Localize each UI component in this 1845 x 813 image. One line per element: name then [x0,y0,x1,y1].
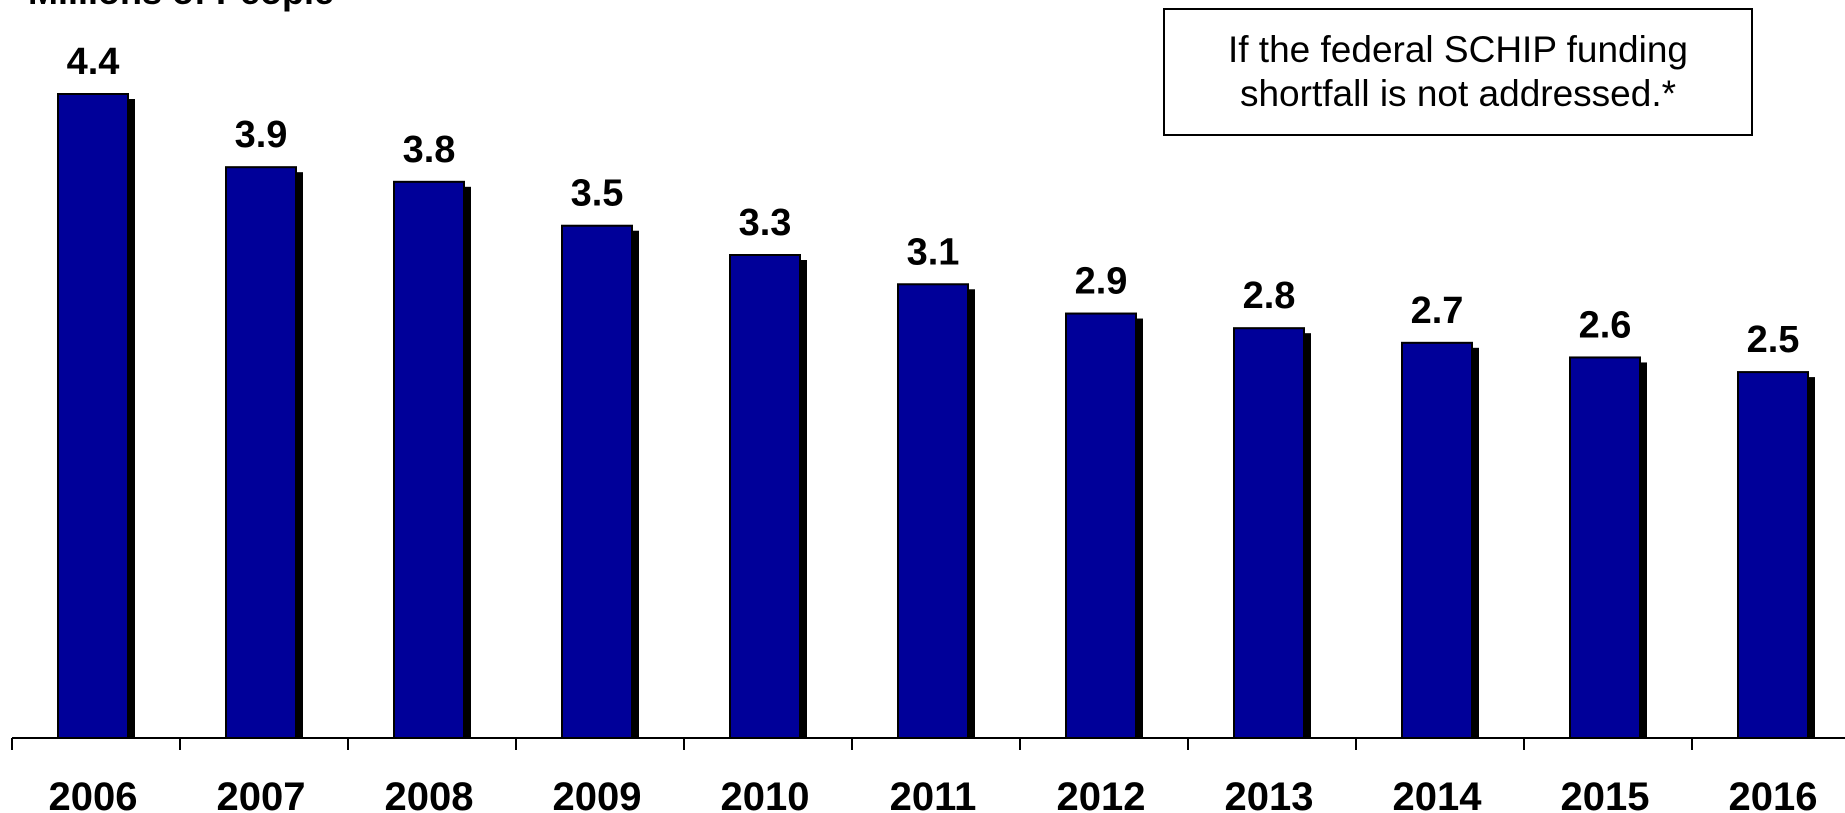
bar-2016 [1737,371,1809,739]
annotation-box: If the federal SCHIP funding shortfall i… [1163,8,1753,136]
data-label-2008: 3.8 [403,129,456,171]
bar-2011 [897,283,969,739]
bar-2014 [1401,341,1473,739]
x-axis-tick-labels: 2006 2007 2008 2009 2010 2011 2012 2013 2014 2015… [49,775,1818,813]
bar-2007 [225,166,297,739]
tick-label-2015: 2015 [1561,775,1650,813]
data-label-2011: 3.1 [907,231,960,273]
data-label-2016: 2.5 [1747,319,1800,361]
data-label-2014: 2.7 [1411,290,1464,332]
bar-2006 [57,93,129,739]
x-axis-ticks [11,738,1693,750]
tick-label-2007: 2007 [217,775,306,813]
data-label-2010: 3.3 [739,202,792,244]
bar-2009 [561,224,633,739]
bar-2013 [1233,327,1305,739]
bars-group [57,93,1815,739]
tick-label-2011: 2011 [890,775,977,813]
bar-2008 [393,180,465,739]
tick-label-2016: 2016 [1729,775,1818,813]
tick-label-2010: 2010 [721,775,810,813]
data-label-2012: 2.9 [1075,261,1128,303]
bar-2010 [729,254,801,739]
tick-label-2008: 2008 [385,775,474,813]
tick-label-2012: 2012 [1057,775,1146,813]
bar-2012 [1065,312,1137,739]
data-label-2006: 4.4 [67,41,120,83]
data-labels-group: 4.4 3.9 3.8 3.5 3.3 3.1 2.9 2.8 2.7 2.6 2.5 [67,41,1800,361]
tick-label-2014: 2014 [1393,775,1483,813]
data-label-2015: 2.6 [1579,304,1632,346]
bar-2015 [1569,356,1641,739]
data-label-2007: 3.9 [235,114,288,156]
annotation-line-1: If the federal SCHIP funding [1227,29,1689,70]
tick-label-2006: 2006 [49,775,138,813]
annotation-line-2: shortfall is not addressed.* [1239,73,1676,114]
data-label-2013: 2.8 [1243,275,1296,317]
data-label-2009: 3.5 [571,173,624,215]
tick-label-2009: 2009 [553,775,642,813]
y-axis-label: Millions of People [28,0,334,12]
tick-label-2013: 2013 [1225,775,1314,813]
